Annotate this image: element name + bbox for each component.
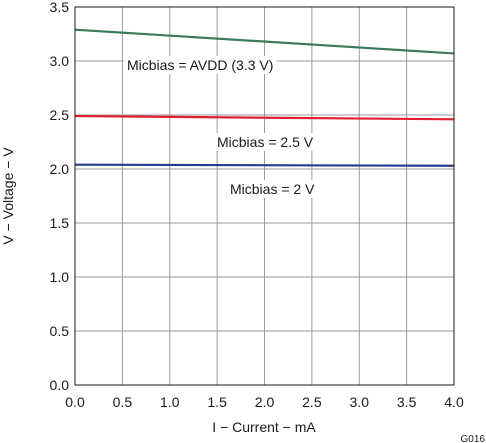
x-tick-label: 0.0 <box>65 394 85 410</box>
y-axis-label: V − Voltage − V <box>0 147 16 245</box>
y-tick-label: 0.0 <box>50 377 70 393</box>
series-layer <box>74 28 455 167</box>
x-tick-label: 1.5 <box>207 394 227 410</box>
x-tick-label: 3.0 <box>350 394 370 410</box>
series-line-0 <box>74 28 455 55</box>
figure-code: G016 <box>461 434 486 443</box>
x-tick-label: 0.5 <box>113 394 133 410</box>
y-tick-labels: 0.0 0.5 1.0 1.5 2.0 2.5 3.0 3.5 <box>50 0 70 393</box>
annotation-2v: Micbias = 2 V <box>230 181 315 197</box>
annotation-background <box>214 133 317 151</box>
y-tick-label: 1.0 <box>50 269 70 285</box>
series-line-2 <box>74 163 455 167</box>
y-tick-label: 2.5 <box>50 107 70 123</box>
plot-frame <box>74 6 455 386</box>
x-tick-label: 2.5 <box>302 394 322 410</box>
x-axis-label: I − Current − mA <box>212 419 316 435</box>
x-tick-labels: 0.0 0.5 1.0 1.5 2.0 2.5 3.0 3.5 4.0 <box>65 394 464 410</box>
series-line-1 <box>74 114 455 121</box>
x-tick-label: 1.0 <box>160 394 180 410</box>
x-tick-label: 2.0 <box>255 394 275 410</box>
y-tick-label: 0.5 <box>50 323 70 339</box>
y-tick-label: 2.0 <box>50 161 70 177</box>
annotation-2-5v: Micbias = 2.5 V <box>217 134 314 150</box>
y-tick-label: 3.5 <box>50 0 70 15</box>
annotation-background <box>227 180 319 198</box>
y-tick-label: 3.0 <box>50 53 70 69</box>
annotation-background <box>124 56 277 74</box>
annotation-avdd: Micbias = AVDD (3.3 V) <box>127 57 273 73</box>
y-tick-label: 1.5 <box>50 215 70 231</box>
x-tick-label: 3.5 <box>397 394 417 410</box>
x-tick-label: 4.0 <box>444 394 464 410</box>
